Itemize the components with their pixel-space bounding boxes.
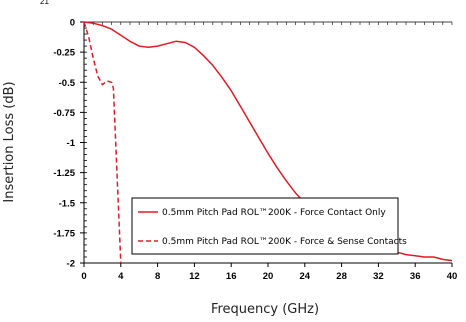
x-tick-label: 16 bbox=[226, 271, 237, 282]
x-tick-label: 36 bbox=[410, 271, 421, 282]
x-tick-label: 8 bbox=[155, 271, 160, 282]
x-tick-label: 20 bbox=[263, 271, 274, 282]
y-ticks: 0 -0.25 -0.5 -0.75 -1 -1.25 -1.5 -1.75 -2 bbox=[53, 18, 87, 270]
y-tick-label: 0 bbox=[70, 18, 75, 29]
top-cut-label: 21 bbox=[40, 0, 49, 6]
y-tick-label: -0.25 bbox=[53, 48, 75, 59]
x-tick-label: 28 bbox=[336, 271, 347, 282]
y-tick-label: -1.75 bbox=[53, 228, 75, 239]
legend-box bbox=[131, 197, 399, 255]
x-axis-label: Frequency (GHz) bbox=[211, 302, 319, 317]
y-tick-label: -2 bbox=[67, 259, 75, 270]
y-axis-label: Insertion Loss (dB) bbox=[2, 81, 17, 202]
legend-label-force-sense: 0.5mm Pitch Pad ROL™200K - Force & Sense… bbox=[162, 237, 407, 247]
series-line-force-sense bbox=[83, 21, 122, 264]
x-tick-label: 0 bbox=[81, 271, 86, 282]
y-tick-label: -0.75 bbox=[53, 108, 75, 119]
x-tick-label: 32 bbox=[373, 271, 384, 282]
x-tick-label: 40 bbox=[447, 271, 458, 282]
y-tick-label: -1.25 bbox=[53, 168, 75, 179]
y-tick-label: -0.5 bbox=[59, 78, 76, 89]
x-ticks: 0 4 8 12 16 20 24 28 32 36 40 bbox=[81, 21, 458, 282]
x-tick-label: 24 bbox=[300, 271, 311, 282]
x-tick-label: 12 bbox=[189, 271, 200, 282]
legend-label-force-only: 0.5mm Pitch Pad ROL™200K - Force Contact… bbox=[162, 208, 386, 218]
x-tick-label: 4 bbox=[118, 271, 124, 282]
y-tick-label: -1 bbox=[67, 138, 76, 149]
y-tick-label: -1.5 bbox=[59, 198, 76, 209]
legend: 0.5mm Pitch Pad ROL™200K - Force Contact… bbox=[131, 197, 407, 255]
